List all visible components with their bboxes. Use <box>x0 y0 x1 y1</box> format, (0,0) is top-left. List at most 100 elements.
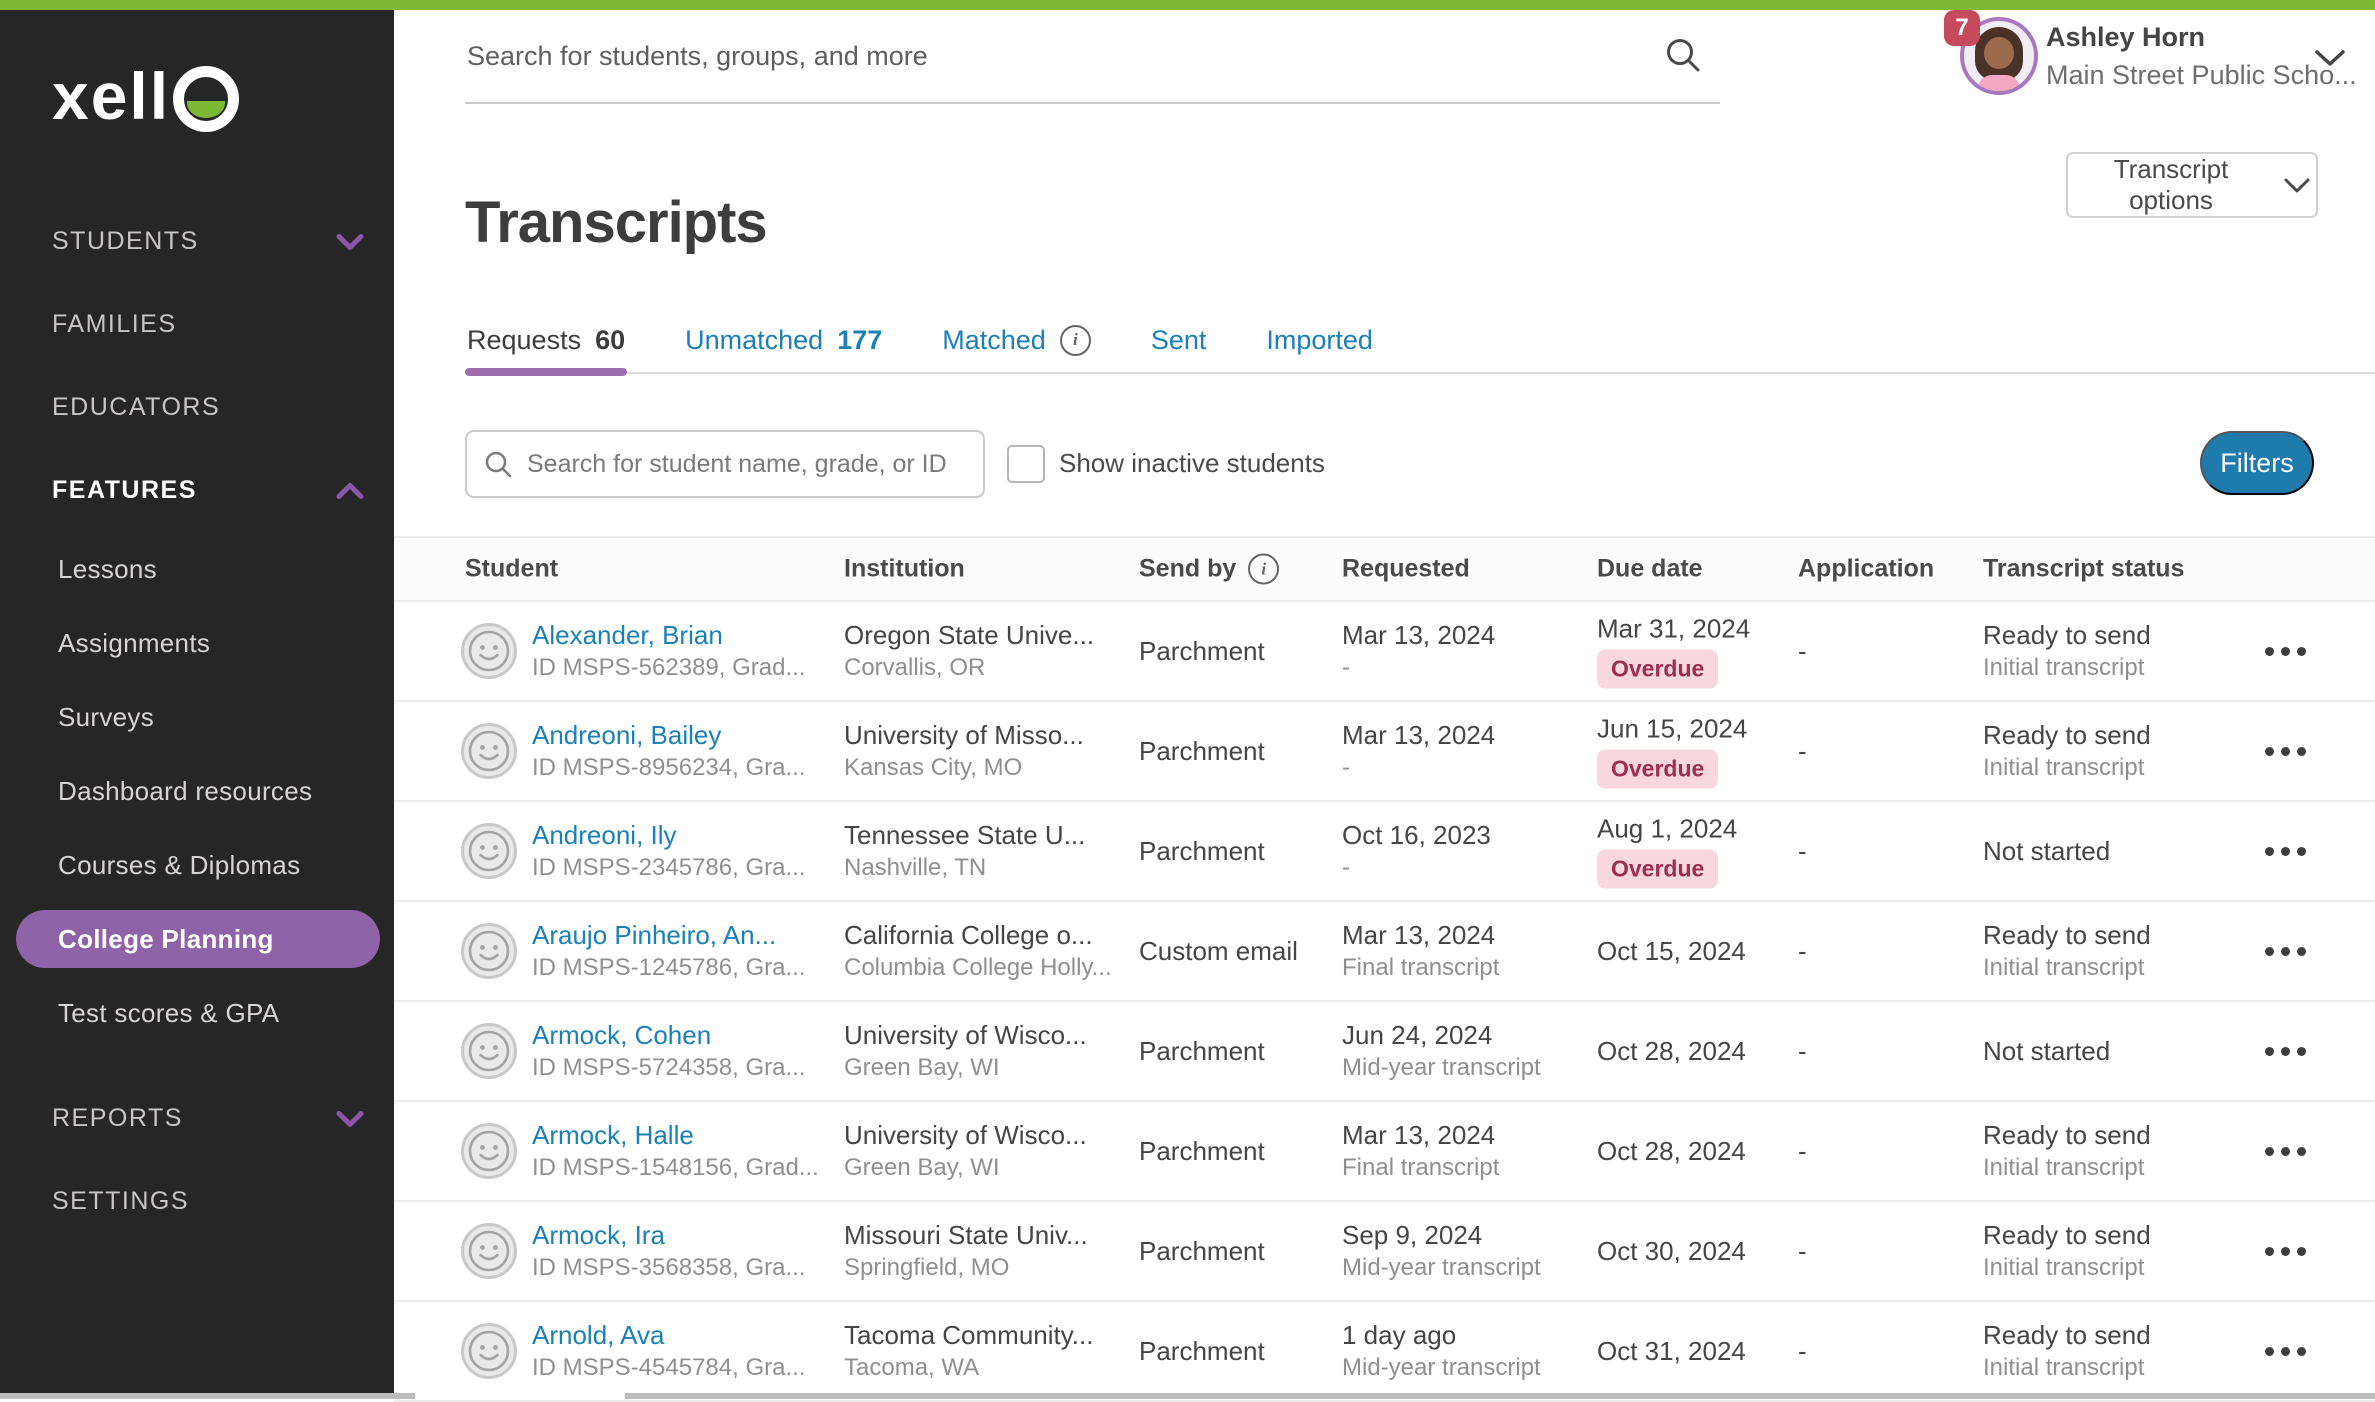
student-name-link[interactable]: Alexander, Brian <box>532 620 723 650</box>
show-inactive-checkbox[interactable] <box>1007 445 1045 483</box>
row-actions-button[interactable] <box>2250 626 2320 676</box>
institution-cell: University of Wisco... Green Bay, WI <box>844 1120 1087 1182</box>
tab-sent[interactable]: Sent <box>1149 308 1209 372</box>
status-value: Ready to send <box>1983 620 2151 650</box>
sidebar-item-students[interactable]: STUDENTS <box>0 200 394 283</box>
institution-cell: Tacoma Community... Tacoma, WA <box>844 1320 1093 1382</box>
student-name-link[interactable]: Arnold, Ava <box>532 1320 665 1350</box>
institution-name: University of Wisco... <box>844 1020 1087 1050</box>
row-actions-button[interactable] <box>2250 1026 2320 1076</box>
requested-type: Mid-year transcript <box>1342 1354 1541 1381</box>
institution-name: Missouri State Univ... <box>844 1220 1088 1250</box>
tab-label: Requests <box>467 324 582 355</box>
institution-cell: University of Misso... Kansas City, MO <box>844 720 1084 782</box>
sidebar-item-label: Lessons <box>58 553 157 584</box>
user-menu[interactable]: 7 Ashley Horn Main Street Public Scho... <box>1934 10 2375 110</box>
filters-button[interactable]: Filters <box>2200 431 2314 495</box>
institution-name: Oregon State Unive... <box>844 620 1095 650</box>
row-actions-button[interactable] <box>2250 926 2320 976</box>
sidebar-item-label: College Planning <box>58 923 274 954</box>
send-by-value: Parchment <box>1139 1236 1265 1266</box>
sidebar-item-test-scores-gpa[interactable]: Test scores & GPA <box>0 976 394 1050</box>
column-header-label: Requested <box>1342 554 1470 583</box>
sidebar-item-dashboard-resources[interactable]: Dashboard resources <box>0 754 394 828</box>
column-header: Student <box>465 555 558 584</box>
requested-type: - <box>1342 854 1350 881</box>
student-avatar-icon <box>460 722 518 780</box>
notification-badge[interactable]: 7 <box>1944 10 1980 46</box>
main-content: 7 Ashley Horn Main Street Public Scho...… <box>394 10 2375 1402</box>
xello-logo[interactable]: xell <box>52 58 240 134</box>
sidebar-item-assignments[interactable]: Assignments <box>0 606 394 680</box>
requested-date: Jun 24, 2024 <box>1342 1020 1493 1050</box>
status-detail: Initial transcript <box>1983 1254 2145 1281</box>
filter-bar: Show inactive students Filters <box>394 430 2375 500</box>
table-row: Armock, Halle ID MSPS-1548156, Grad... U… <box>394 1102 2375 1202</box>
info-icon[interactable]: i <box>1248 553 1280 585</box>
search-icon[interactable] <box>1664 36 1702 74</box>
application-cell: - <box>1798 1036 1807 1066</box>
sidebar-item-lessons[interactable]: Lessons <box>0 532 394 606</box>
info-icon[interactable]: i <box>1059 324 1091 356</box>
due-date-cell: Oct 30, 2024 <box>1597 1236 1746 1266</box>
horizontal-scrollbar-thumb-left[interactable] <box>0 1393 415 1399</box>
transcript-status-cell: Ready to send Initial transcript <box>1983 1120 2151 1182</box>
chevron-down-icon <box>336 232 364 251</box>
active-pill <box>16 910 380 968</box>
column-header: Institution <box>844 555 965 584</box>
row-actions-button[interactable] <box>2250 1226 2320 1276</box>
student-name-link[interactable]: Armock, Ira <box>532 1220 665 1250</box>
tab-matched[interactable]: Matched i <box>940 308 1093 372</box>
application-cell: - <box>1798 1236 1807 1266</box>
tab-imported[interactable]: Imported <box>1264 308 1375 372</box>
row-actions-button[interactable] <box>2250 826 2320 876</box>
student-name-link[interactable]: Araujo Pinheiro, An... <box>532 920 777 950</box>
chevron-down-icon[interactable] <box>2314 48 2346 68</box>
requested-type: - <box>1342 754 1350 781</box>
status-value: Ready to send <box>1983 720 2151 750</box>
student-id: ID MSPS-4545784, Gra... <box>532 1354 806 1381</box>
row-actions-button[interactable] <box>2250 1326 2320 1376</box>
status-detail: Initial transcript <box>1983 1154 2145 1181</box>
requested-type: Final transcript <box>1342 1154 1500 1181</box>
transcript-status-cell: Ready to send Initial transcript <box>1983 620 2151 682</box>
student-id: ID MSPS-562389, Grad... <box>532 654 806 681</box>
student-name-link[interactable]: Armock, Halle <box>532 1120 694 1150</box>
row-actions-button[interactable] <box>2250 726 2320 776</box>
application-cell: - <box>1798 1336 1807 1366</box>
tab-requests[interactable]: Requests 60 <box>465 308 628 376</box>
student-search-input[interactable] <box>525 448 949 480</box>
application-value: - <box>1798 636 1807 666</box>
sidebar-item-surveys[interactable]: Surveys <box>0 680 394 754</box>
sidebar-item-label: FEATURES <box>52 476 197 504</box>
sidebar-item-features[interactable]: FEATURES <box>0 449 394 532</box>
due-date-cell: Aug 1, 2024 Overdue <box>1597 814 1737 889</box>
sidebar-item-families[interactable]: FAMILIES <box>0 283 394 366</box>
sidebar-item-college-planning[interactable]: College Planning <box>0 902 394 976</box>
column-header-label: Send by <box>1139 554 1237 583</box>
tab-bar: Requests 60 Unmatched 177 Matched i Sent… <box>465 308 2375 376</box>
send-by-value: Parchment <box>1139 736 1265 766</box>
student-name-link[interactable]: Andreoni, Ily <box>532 820 677 850</box>
tab-unmatched[interactable]: Unmatched 177 <box>683 308 884 372</box>
send-by-cell: Parchment <box>1139 1336 1265 1366</box>
due-date-cell: Oct 31, 2024 <box>1597 1336 1746 1366</box>
horizontal-scrollbar-thumb[interactable] <box>625 1393 2375 1399</box>
sidebar-item-courses-diplomas[interactable]: Courses & Diplomas <box>0 828 394 902</box>
institution-location: Tacoma, WA <box>844 1354 980 1381</box>
student-name-link[interactable]: Armock, Cohen <box>532 1020 712 1050</box>
sidebar-item-label: STUDENTS <box>52 227 199 255</box>
global-search-input[interactable] <box>465 40 1619 73</box>
transcript-options-button[interactable]: Transcript options <box>2066 152 2318 218</box>
row-actions-button[interactable] <box>2250 1126 2320 1176</box>
student-id: ID MSPS-1245786, Gra... <box>532 954 806 981</box>
sidebar-item-educators[interactable]: EDUCATORS <box>0 366 394 449</box>
sidebar-item-settings[interactable]: SETTINGS <box>0 1160 394 1243</box>
transcript-status-cell: Not started <box>1983 1036 2110 1066</box>
user-organization: Main Street Public Scho... <box>2046 60 2357 90</box>
due-date-cell: Oct 28, 2024 <box>1597 1136 1746 1166</box>
column-header-label: Application <box>1798 554 1935 583</box>
sidebar-item-reports[interactable]: REPORTS <box>0 1077 394 1160</box>
student-name-link[interactable]: Andreoni, Bailey <box>532 720 722 750</box>
status-value: Ready to send <box>1983 920 2151 950</box>
